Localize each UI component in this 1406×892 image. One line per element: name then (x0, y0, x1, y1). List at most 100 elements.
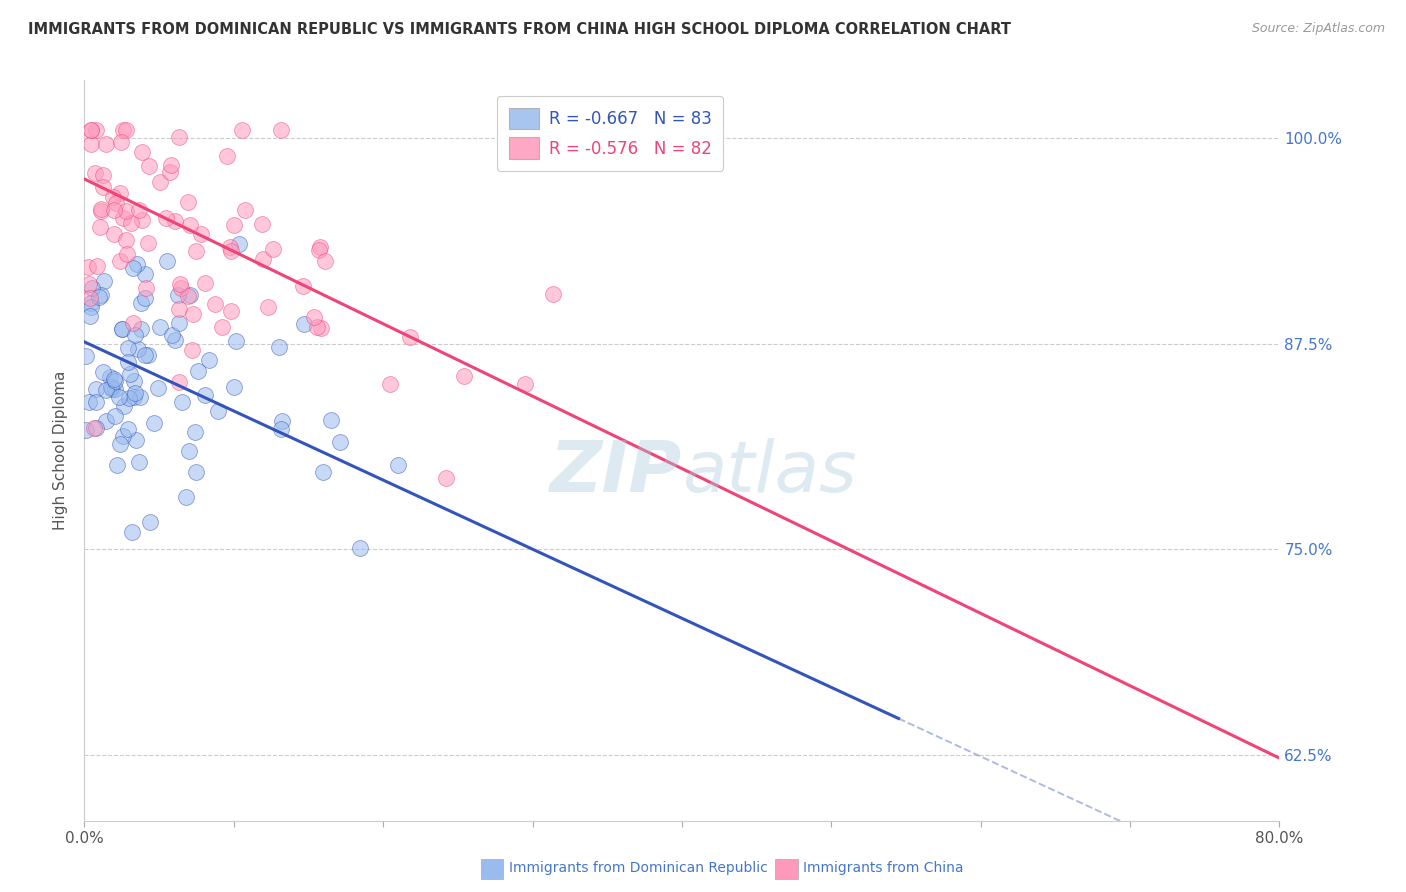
Point (165, 214, 187, 228)
Point (91, 168, 114, 182)
Point (136, 236, 159, 251)
Point (252, 252, 274, 267)
Point (172, 394, 194, 409)
Point (138, 159, 160, 173)
Point (190, 227, 212, 242)
Point (90, 204, 112, 219)
Point (143, 416, 166, 430)
Point (103, 227, 125, 241)
Point (104, 409, 127, 423)
Point (349, 541, 371, 555)
Point (167, 301, 190, 316)
Point (134, 268, 156, 282)
Point (83, 420, 105, 434)
Y-axis label: High School Diploma: High School Diploma (53, 371, 69, 530)
Point (91, 179, 114, 194)
Point (184, 465, 207, 479)
Point (121, 316, 143, 330)
Point (79, 122, 101, 136)
Point (98, 370, 121, 384)
Point (170, 281, 193, 295)
Point (104, 382, 127, 396)
Point (115, 122, 138, 136)
Point (513, 376, 536, 391)
Point (89, 290, 111, 304)
Point (292, 317, 315, 331)
Point (84, 395, 107, 409)
Point (270, 414, 292, 428)
Point (117, 355, 139, 369)
Point (155, 211, 177, 225)
Point (131, 296, 153, 310)
Point (177, 444, 200, 458)
Point (146, 381, 169, 395)
Point (398, 330, 420, 344)
Point (187, 364, 209, 378)
Point (135, 280, 157, 294)
Point (156, 253, 179, 268)
Point (207, 404, 229, 418)
Point (387, 458, 409, 472)
Point (134, 348, 156, 362)
Point (136, 348, 159, 362)
Point (89, 220, 111, 235)
Point (120, 216, 142, 230)
Point (204, 297, 226, 311)
Text: atlas: atlas (682, 438, 856, 508)
Point (90, 288, 112, 302)
Point (124, 327, 146, 342)
Point (302, 310, 325, 324)
Point (233, 202, 256, 217)
Point (77, 395, 100, 409)
Point (112, 123, 135, 137)
Point (225, 334, 247, 348)
Point (100, 380, 122, 394)
Point (222, 218, 245, 232)
Point (80, 136, 103, 151)
Point (93, 275, 115, 289)
Point (250, 217, 273, 231)
Point (314, 254, 336, 268)
Point (162, 328, 184, 343)
Point (166, 288, 188, 302)
Point (165, 334, 187, 348)
Point (184, 244, 207, 259)
Point (149, 175, 172, 189)
Text: ZIP: ZIP (550, 438, 682, 508)
Point (84, 382, 107, 396)
Point (77, 277, 100, 292)
Point (319, 413, 342, 427)
Point (541, 287, 564, 301)
Point (134, 291, 156, 305)
Point (219, 240, 242, 254)
Point (270, 122, 292, 136)
Point (110, 135, 132, 149)
Point (194, 276, 217, 290)
Point (108, 254, 131, 268)
Point (167, 130, 190, 145)
Point (197, 353, 219, 368)
Point (111, 322, 134, 336)
Point (96, 384, 118, 398)
Point (159, 158, 181, 172)
Text: Source: ZipAtlas.com: Source: ZipAtlas.com (1251, 22, 1385, 36)
Point (79, 291, 101, 305)
Point (167, 317, 190, 331)
Point (108, 186, 131, 200)
Point (127, 343, 149, 357)
Point (91, 365, 114, 379)
Text: Immigrants from China: Immigrants from China (803, 861, 963, 875)
Point (86, 421, 108, 435)
Point (108, 437, 131, 451)
Point (82, 281, 104, 295)
Point (80, 295, 103, 310)
Point (117, 246, 139, 260)
Point (179, 288, 201, 302)
Point (111, 211, 134, 225)
Point (194, 388, 217, 402)
Point (131, 212, 153, 227)
Point (267, 340, 290, 354)
Point (118, 368, 141, 382)
Point (177, 288, 200, 302)
Point (231, 122, 253, 136)
